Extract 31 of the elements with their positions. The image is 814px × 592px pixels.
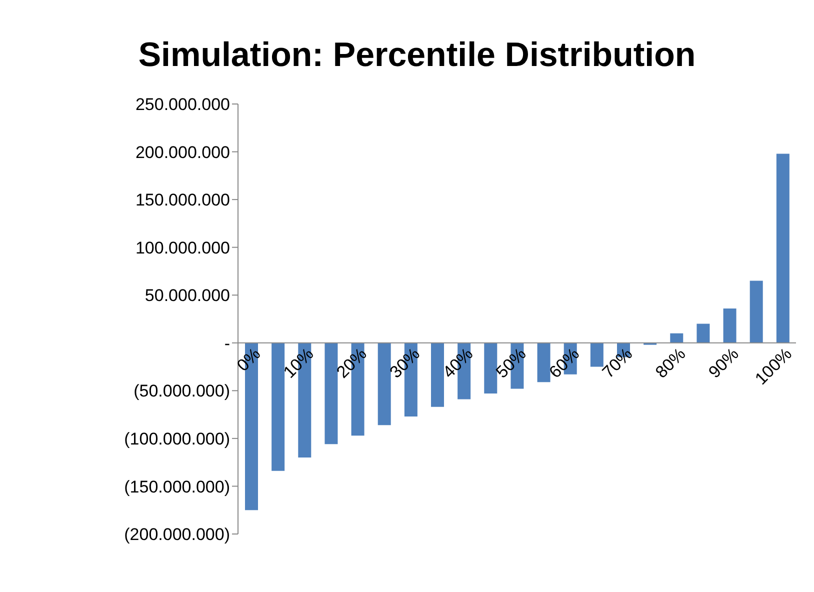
chart-title: Simulation: Percentile Distribution: [137, 35, 697, 76]
y-tick-label: 250.000.000: [135, 95, 230, 114]
bar: [324, 342, 338, 444]
bar: [723, 308, 736, 343]
bar: [272, 342, 285, 471]
y-tick-label: 150.000.000: [135, 190, 230, 210]
y-tick-label: (200.000.000): [124, 525, 230, 544]
y-tick-label: (150.000.000): [124, 477, 230, 496]
x-tick-label: 60%: [545, 344, 583, 382]
bar: [776, 154, 790, 343]
x-tick-label: 40%: [439, 344, 477, 382]
bar: [378, 342, 391, 426]
y-tick-label: -: [224, 334, 230, 353]
x-tick-label: 0%: [233, 344, 264, 376]
bar: [484, 342, 498, 394]
bar: [670, 333, 684, 343]
bar: [537, 342, 550, 382]
bar: [696, 324, 710, 343]
y-tick-label: 100.000.000: [135, 238, 230, 258]
bar: [750, 280, 763, 343]
y-tick-label: (100.000.000): [124, 429, 230, 448]
x-tick-label: 50%: [492, 344, 530, 382]
x-tick-label: 80%: [652, 344, 690, 382]
x-tick-label: 30%: [386, 344, 424, 382]
y-tick-label: 50.000.000: [144, 286, 230, 306]
y-tick-label: 200.000.000: [135, 142, 230, 162]
bar: [431, 342, 444, 407]
x-tick-label: 90%: [704, 344, 742, 382]
bar: [590, 342, 604, 367]
x-tick-label: 70%: [598, 344, 636, 382]
y-tick-label: (50.000.000): [134, 382, 230, 401]
